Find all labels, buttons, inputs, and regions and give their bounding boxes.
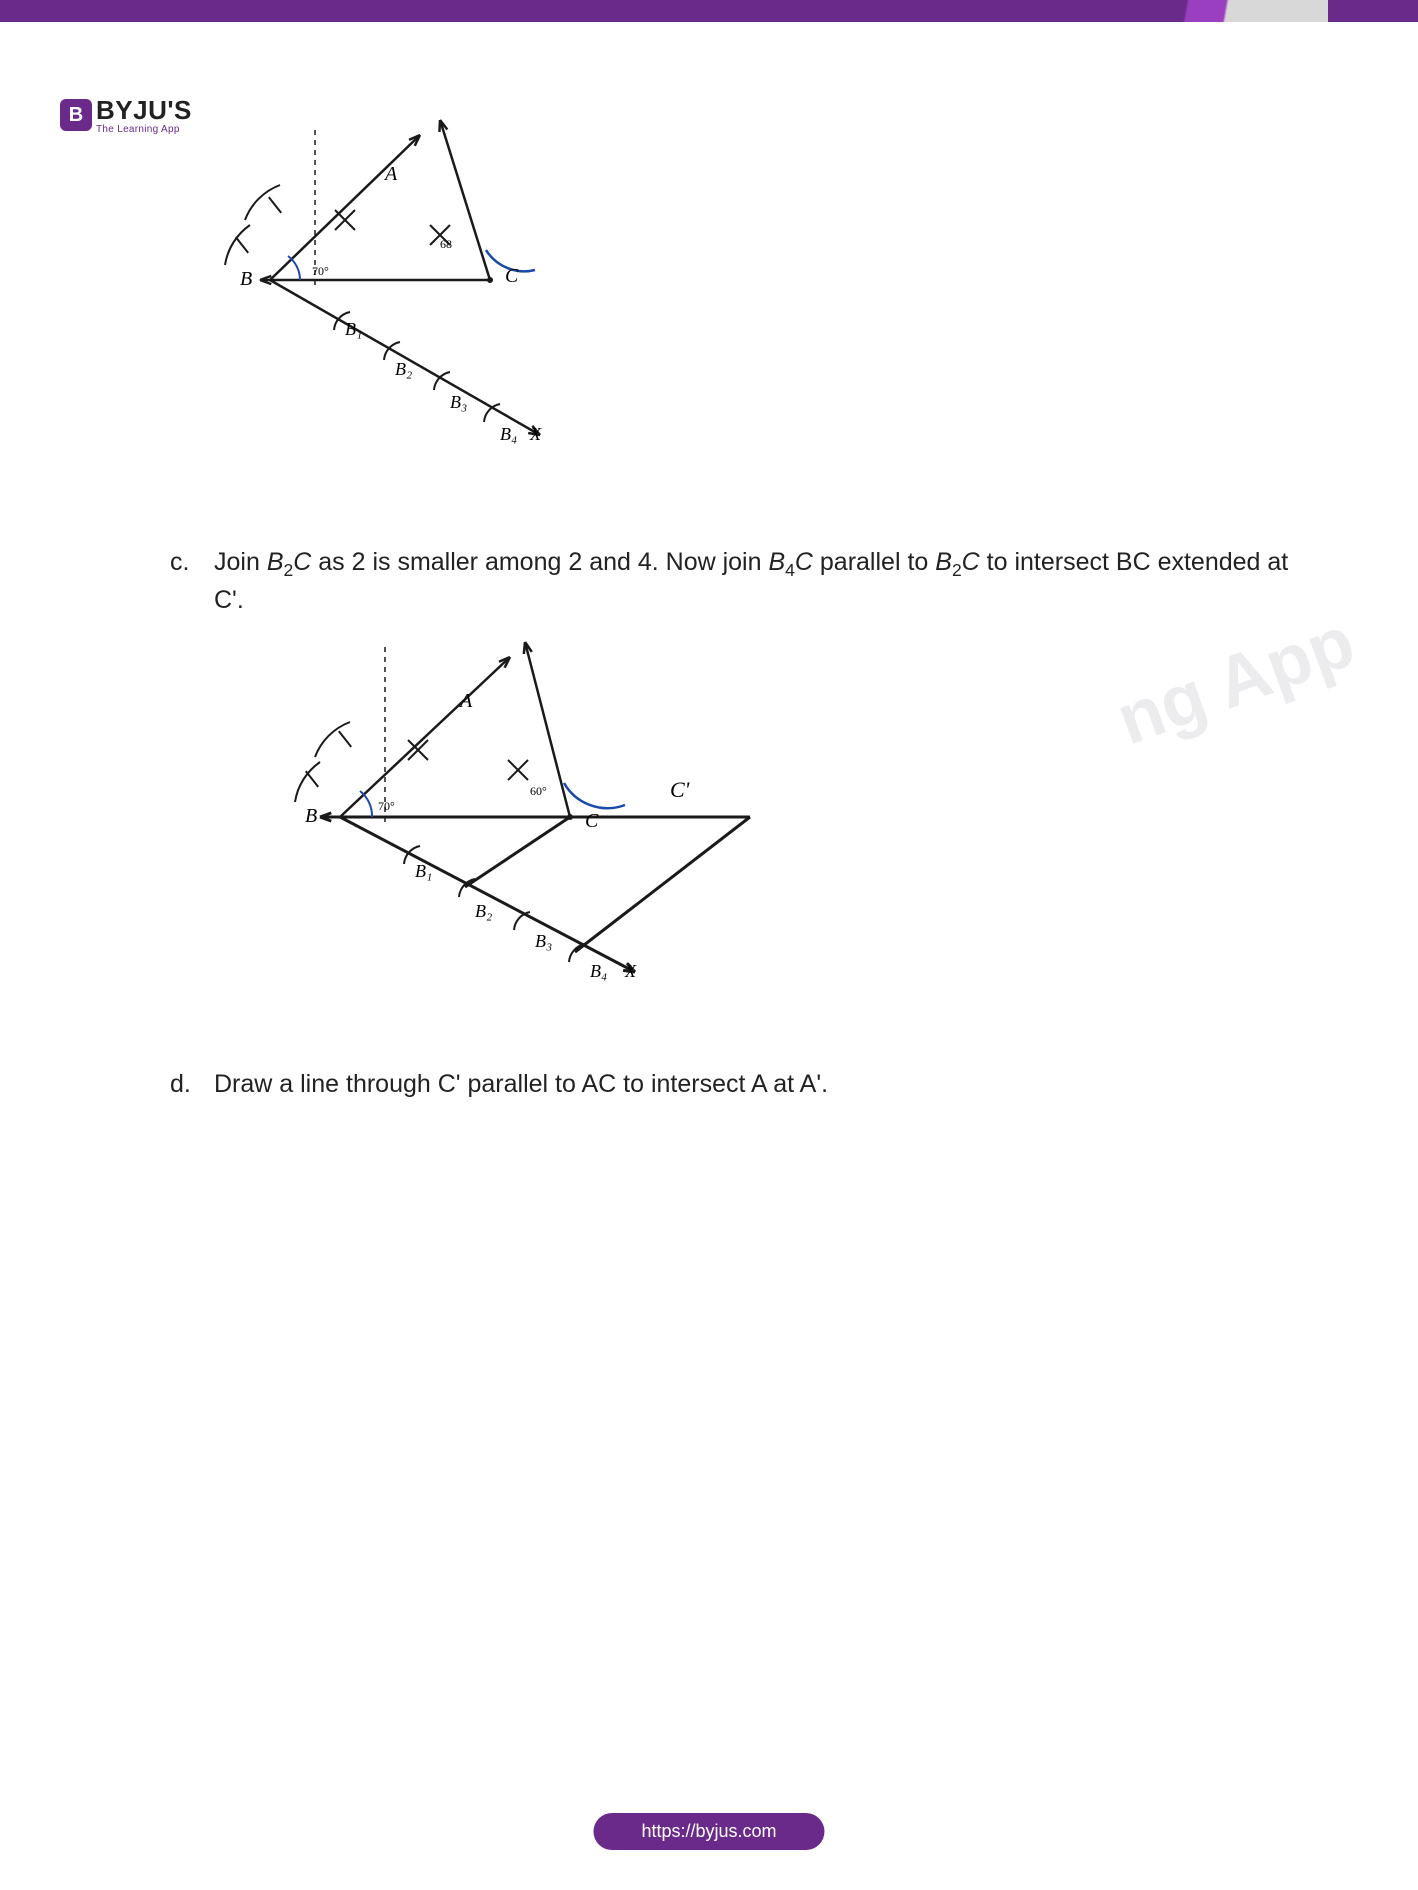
step-text: Join B2C as 2 is smaller among 2 and 4. …: [214, 545, 1298, 618]
svg-text:B₁: B₁: [345, 319, 362, 339]
svg-text:68: 68: [440, 237, 452, 251]
step-d: d. Draw a line through C' parallel to AC…: [170, 1067, 1298, 1102]
svg-text:B₄: B₄: [500, 424, 517, 444]
svg-text:X: X: [529, 424, 542, 444]
svg-text:B₃: B₃: [450, 392, 467, 412]
svg-text:B₃: B₃: [535, 931, 552, 951]
page-content: A B C 70° 68 B₁ B₂ B₃ B₄ X c. Join B2C as 2 is sm…: [170, 120, 1298, 1126]
svg-text:C: C: [505, 265, 519, 287]
svg-text:B₄: B₄: [590, 961, 607, 981]
svg-text:X: X: [624, 961, 637, 981]
svg-text:B₁: B₁: [415, 861, 432, 881]
svg-text:B: B: [305, 805, 317, 827]
svg-text:70°: 70°: [312, 264, 329, 278]
figure-2: A B C C' 70° 60° B₁ B₂ B₃ B₄ X: [250, 642, 1298, 1027]
svg-text:60°: 60°: [530, 784, 547, 798]
svg-text:A: A: [383, 163, 398, 185]
step-marker: c.: [170, 545, 196, 618]
header-accent: [1068, 0, 1328, 22]
svg-text:C: C: [585, 810, 599, 832]
brand-badge: B: [60, 99, 92, 131]
step-text: Draw a line through C' parallel to AC to…: [214, 1067, 1298, 1102]
svg-text:A: A: [458, 690, 473, 712]
footer-link[interactable]: https://byjus.com: [593, 1813, 824, 1850]
svg-text:B₂: B₂: [475, 901, 492, 921]
step-marker: d.: [170, 1067, 196, 1102]
svg-text:B: B: [240, 268, 252, 290]
step-c: c. Join B2C as 2 is smaller among 2 and …: [170, 545, 1298, 618]
figure-1: A B C 70° 68 B₁ B₂ B₃ B₄ X: [210, 120, 1298, 505]
svg-text:B₂: B₂: [395, 359, 412, 379]
svg-text:C': C': [670, 777, 690, 802]
svg-text:70°: 70°: [378, 799, 395, 813]
